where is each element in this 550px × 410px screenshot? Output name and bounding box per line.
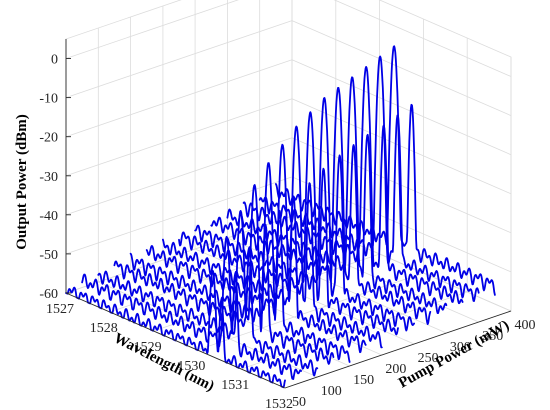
- y-tick-label: 150: [353, 373, 374, 388]
- z-gridline-right: [291, 59, 512, 156]
- spectrum-series-150: [129, 162, 351, 363]
- spectrum-series-350: [258, 55, 480, 303]
- z-gridline-left: [65, 137, 293, 216]
- x-tick-label: 1532: [265, 397, 293, 410]
- x-axis-line: [65, 292, 286, 389]
- z-gridline-right: [291, 98, 512, 195]
- y-axis-line: [284, 310, 512, 389]
- y-tick-label: 100: [321, 384, 342, 399]
- z-axis-label: Output Power (dBm): [14, 114, 30, 250]
- spectrum-series-75: [81, 235, 303, 381]
- spectrum-series-200: [161, 125, 383, 349]
- z-tick-label: -40: [39, 209, 58, 224]
- back-wall-right: [291, 0, 512, 312]
- z-gridline-right: [333, 0, 512, 77]
- y-tick-label: 300: [450, 340, 471, 355]
- y-tick-label: 400: [515, 318, 536, 333]
- y-tick-label: 50: [292, 395, 306, 410]
- y-gridline-floor: [98, 281, 318, 378]
- spectrum-series-125: [113, 184, 335, 365]
- z-gridline-left: [65, 20, 293, 98]
- x-tick-label: 1530: [177, 359, 205, 374]
- z-tick-label: -50: [39, 248, 58, 263]
- x-gridline-floor: [197, 272, 424, 351]
- x-tick-label: 1531: [221, 378, 249, 393]
- z-tick-label: 0: [51, 53, 58, 68]
- z-tick-label: -30: [39, 170, 58, 185]
- x-tick-label: 1529: [134, 340, 162, 355]
- spectrum-series-100: [97, 209, 319, 377]
- y-axis-label: Pump Power (mW): [396, 317, 512, 391]
- y-tick-label: 350: [482, 329, 503, 344]
- y-tick-label: 250: [418, 351, 439, 366]
- x-tick-label: 1528: [90, 321, 118, 336]
- z-tick-label: -20: [39, 131, 58, 146]
- z-gridline-right: [291, 20, 512, 116]
- z-tick-label: -60: [39, 287, 58, 302]
- z-gridline-left: [65, 59, 293, 138]
- spectrum-series-275: [210, 87, 432, 326]
- axes: [65, 39, 512, 389]
- y-tick-label: 200: [385, 362, 406, 377]
- z-gridline-left: [65, 0, 239, 59]
- spectrum-series-175: [145, 143, 367, 354]
- z-gridline-left: [65, 98, 293, 177]
- x-tick-label: 1527: [46, 302, 74, 317]
- z-tick-label: -10: [39, 92, 58, 107]
